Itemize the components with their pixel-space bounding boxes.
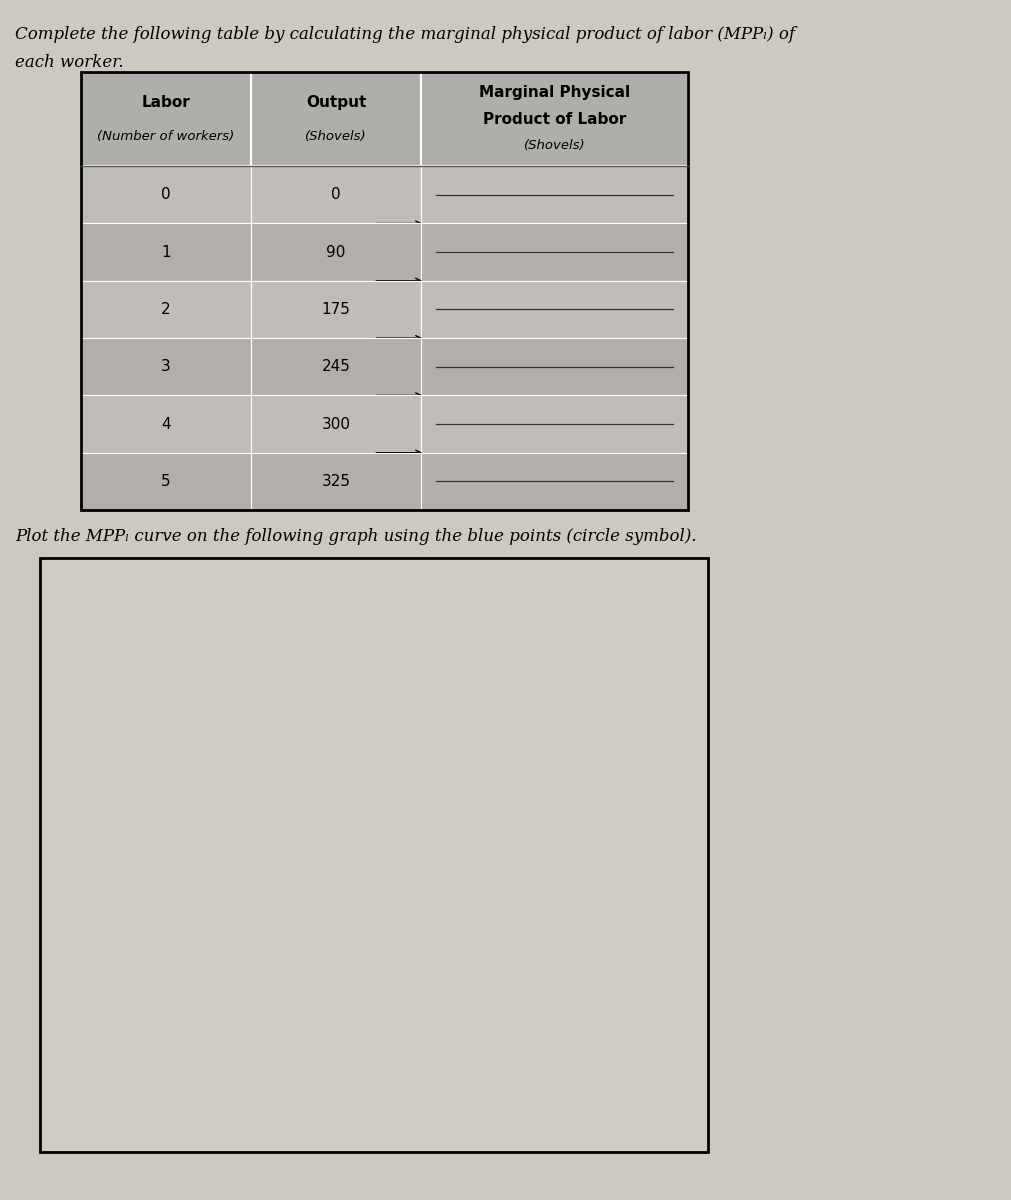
Text: (Number of workers): (Number of workers) — [97, 130, 235, 143]
Text: 245: 245 — [321, 359, 350, 374]
Text: 175: 175 — [321, 302, 350, 317]
Text: Marginal Physical: Marginal Physical — [478, 85, 630, 101]
Text: each worker.: each worker. — [15, 54, 123, 71]
X-axis label: LABOR (Number of workers): LABOR (Number of workers) — [311, 1098, 497, 1110]
Text: 0: 0 — [331, 187, 341, 203]
Text: 2: 2 — [161, 302, 171, 317]
Text: 300: 300 — [321, 416, 350, 432]
Text: Plot the MPPₗ curve on the following graph using the blue points (circle symbol): Plot the MPPₗ curve on the following gra… — [15, 528, 697, 545]
Text: (Shovels): (Shovels) — [524, 139, 584, 152]
Text: Product of Labor: Product of Labor — [482, 112, 626, 126]
Text: Labor: Labor — [142, 95, 190, 109]
Text: 1: 1 — [161, 245, 171, 259]
Text: Output: Output — [305, 95, 366, 109]
Text: 3: 3 — [161, 359, 171, 374]
Y-axis label: MPPL (Shovels per worker): MPPL (Shovels per worker) — [71, 743, 84, 919]
Text: 5: 5 — [161, 474, 171, 488]
Text: Complete the following table by calculating the marginal physical product of lab: Complete the following table by calculat… — [15, 26, 795, 43]
Text: 4: 4 — [161, 416, 171, 432]
Text: 90: 90 — [326, 245, 346, 259]
Text: L: L — [629, 695, 635, 704]
Text: MPP: MPP — [583, 679, 609, 691]
Text: 325: 325 — [321, 474, 350, 488]
Text: (Shovels): (Shovels) — [305, 130, 366, 143]
Text: 0: 0 — [161, 187, 171, 203]
Text: ?: ? — [654, 590, 662, 605]
